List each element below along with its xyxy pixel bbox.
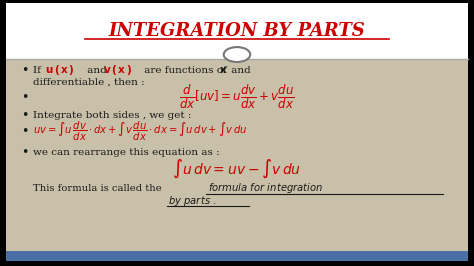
Text: and: and [84,66,110,75]
Bar [6,251,468,261]
Text: $\mathbf{v\,(\,x\,)}$: $\mathbf{v\,(\,x\,)}$ [103,64,132,77]
Circle shape [224,47,250,62]
Text: INTEGRATION BY PARTS: INTEGRATION BY PARTS [109,22,365,40]
Text: $\mathbf{\mathit{formula\ for\ integration}}$: $\mathbf{\mathit{formula\ for\ integrati… [208,181,323,195]
Text: we can rearrange this equation as :: we can rearrange this equation as : [33,148,220,157]
Text: $\int u\,dv = uv - \int v\,du$: $\int u\,dv = uv - \int v\,du$ [173,158,301,180]
Text: are functions of: are functions of [141,66,230,75]
Text: $\mathbf{u\,(\,x\,)}$: $\mathbf{u\,(\,x\,)}$ [45,64,75,77]
Text: $\dfrac{d}{dx}[uv] = u\dfrac{dv}{dx} + v\dfrac{du}{dx}$: $\dfrac{d}{dx}[uv] = u\dfrac{dv}{dx} + v… [179,83,295,111]
Text: •: • [21,125,29,138]
Text: This formula is called the: This formula is called the [33,184,162,193]
Text: $\mathbf{\mathit{by\ parts\ .}}$: $\mathbf{\mathit{by\ parts\ .}}$ [168,194,217,208]
Text: $uv = \int u\,\dfrac{dv}{dx}\cdot dx + \int v\,\dfrac{du}{dx}\cdot dx = \int u\,: $uv = \int u\,\dfrac{dv}{dx}\cdot dx + \… [33,120,247,143]
Text: $\mathbf{x}$: $\mathbf{x}$ [219,65,228,76]
Bar [6,59,468,251]
Text: •: • [21,91,29,103]
Text: and: and [228,66,251,75]
Text: Integrate both sides , we get :: Integrate both sides , we get : [33,111,191,120]
Text: •: • [21,146,29,159]
Text: •: • [21,109,29,122]
Bar [6,3,468,59]
Text: If: If [33,66,44,75]
Text: •: • [21,64,29,77]
Text: differentiable , then :: differentiable , then : [33,77,145,86]
